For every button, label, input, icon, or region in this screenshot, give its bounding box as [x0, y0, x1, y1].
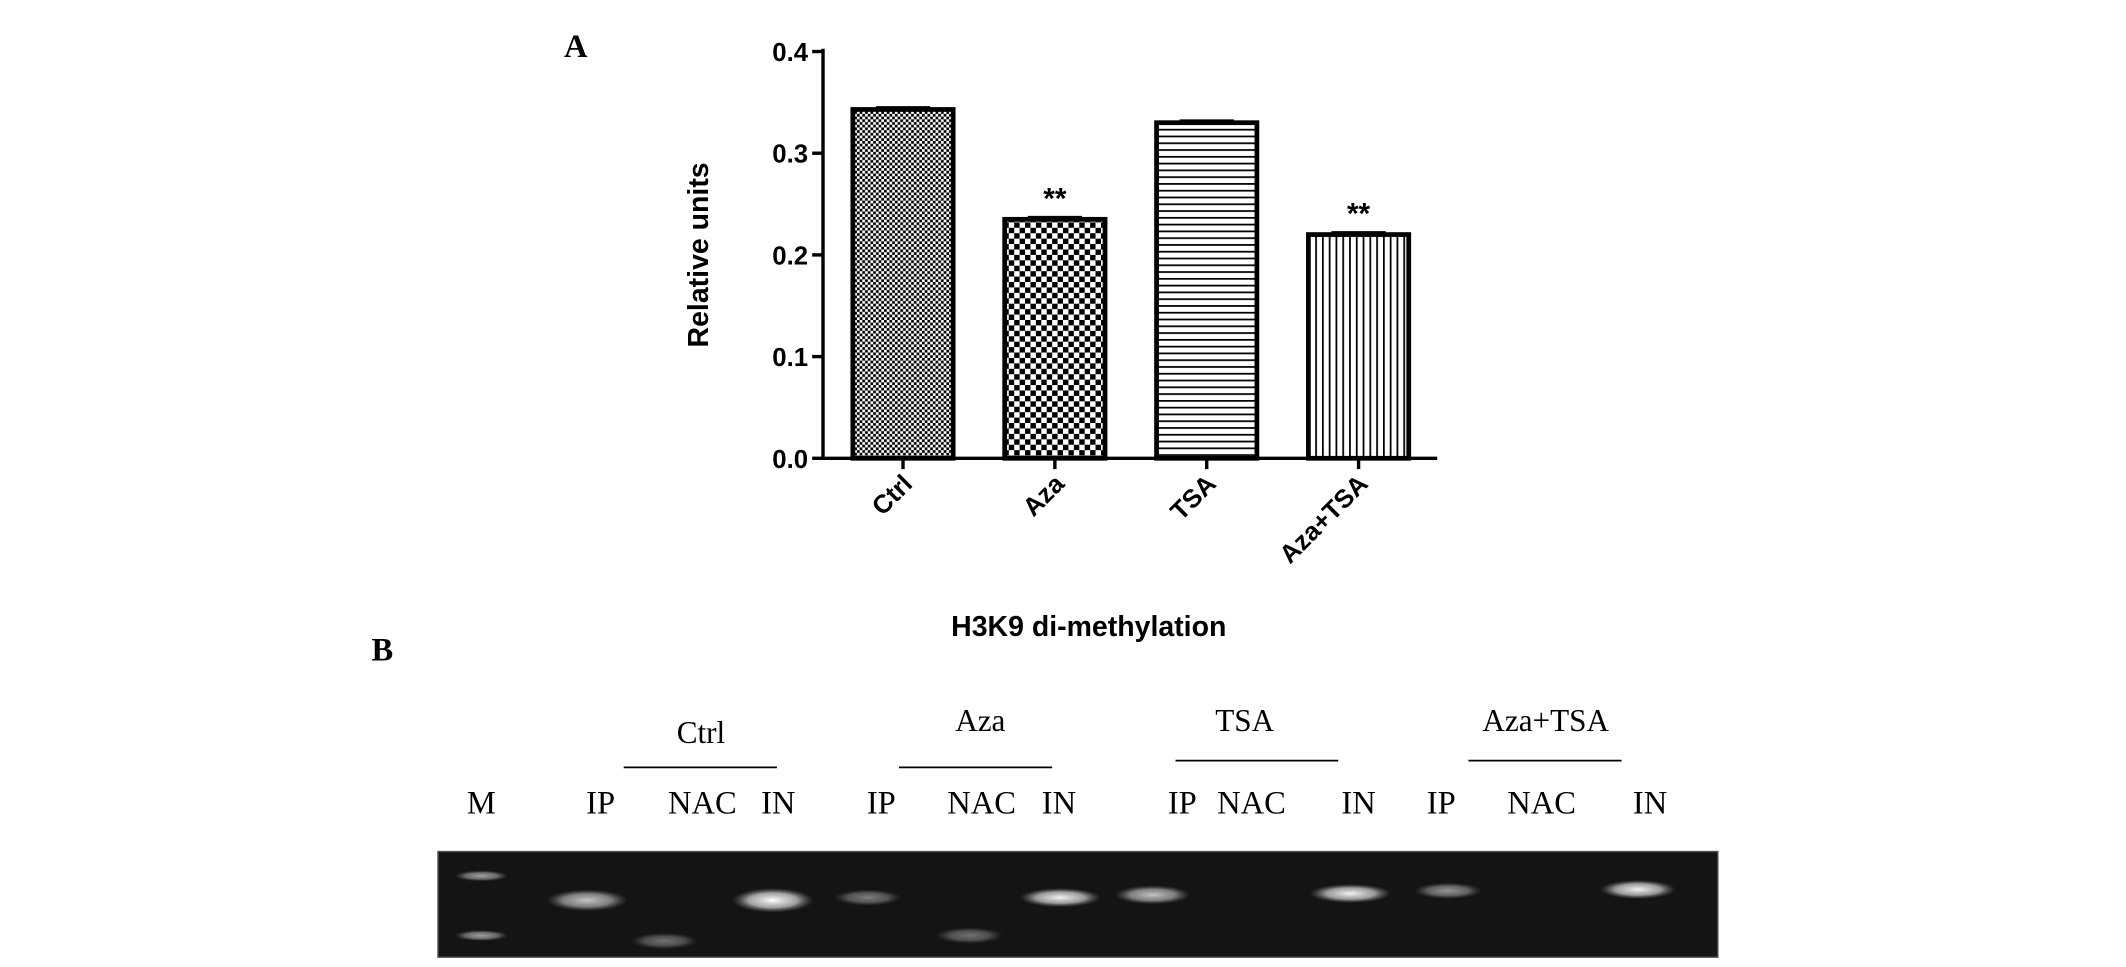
gel-band [732, 888, 814, 913]
y-axis-label: Relative units [683, 162, 715, 347]
x-axis-label: H3K9 di-methylation [951, 611, 1226, 643]
lane-label: M [467, 786, 496, 822]
significance-label: ** [1043, 182, 1067, 215]
lane-label: NAC [947, 786, 1016, 822]
panel-label: A [564, 29, 588, 65]
x-tick-label: Aza+TSA [1274, 470, 1373, 569]
gel-band [546, 889, 628, 912]
group-label: Aza [955, 703, 1005, 738]
gel-band [833, 889, 902, 906]
x-tick-label: Ctrl [867, 470, 918, 521]
group-label: Ctrl [677, 715, 726, 750]
lane-label: NAC [668, 786, 737, 822]
y-tick-label: 0.4 [772, 39, 808, 67]
group-label: TSA [1215, 703, 1274, 738]
bar [1154, 120, 1260, 461]
gel-band [1114, 885, 1191, 905]
lane-label: NAC [1507, 786, 1576, 822]
gel-band [1599, 879, 1676, 899]
bar [850, 107, 956, 461]
gel-band [630, 932, 699, 950]
group-label: Aza+TSA [1482, 703, 1609, 738]
lane-label: IN [1042, 786, 1076, 822]
bar [1306, 232, 1412, 461]
bar [1002, 216, 1108, 461]
lane-label: IN [1633, 786, 1667, 822]
y-tick-label: 0.0 [772, 446, 808, 474]
gel-band [454, 930, 509, 941]
lane-label: IP [586, 786, 615, 822]
lane-label: IN [1341, 786, 1375, 822]
gel-band [1414, 882, 1482, 899]
x-tick-label: TSA [1166, 470, 1222, 526]
lane-label: IN [761, 786, 795, 822]
gel-band [1309, 884, 1392, 904]
lane-label: IP [1427, 786, 1456, 822]
significance-label: ** [1347, 198, 1371, 231]
gel-band [935, 927, 1004, 944]
panel-label: B [372, 632, 394, 668]
y-tick-label: 0.3 [772, 141, 808, 169]
lane-label: NAC [1217, 786, 1286, 822]
x-tick-label: Aza [1018, 469, 1071, 522]
gel-band [1019, 888, 1101, 908]
y-tick-label: 0.2 [772, 242, 808, 270]
y-tick-label: 0.1 [772, 344, 808, 372]
lane-label: IP [867, 786, 896, 822]
lane-label: IP [1168, 786, 1197, 822]
gel-band [454, 870, 509, 882]
